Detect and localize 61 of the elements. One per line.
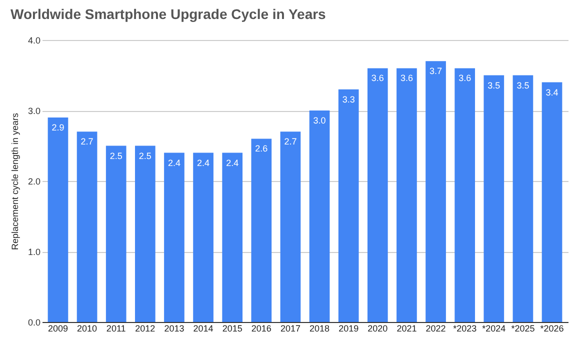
data-label: 2.6: [255, 144, 268, 154]
bar: [512, 75, 534, 322]
bar: [48, 118, 68, 322]
x-tick-label: 2022: [426, 324, 446, 334]
data-label: 2.5: [110, 150, 122, 161]
data-label: 3.3: [342, 94, 355, 104]
y-tick-label: 4.0: [28, 36, 40, 46]
x-tick-label: 2018: [310, 324, 330, 334]
y-tick-label: 3.0: [28, 106, 40, 116]
data-label: 2.7: [284, 136, 297, 147]
bar: [280, 132, 301, 322]
chart-title: Worldwide Smartphone Upgrade Cycle in Years: [10, 6, 326, 22]
data-label: 2.9: [52, 122, 64, 133]
x-tick-label: *2026: [540, 324, 564, 334]
x-tick-label: 2015: [222, 324, 242, 334]
bar: [542, 82, 562, 322]
x-tick-label: 2017: [280, 324, 300, 334]
x-tick-label: 2019: [338, 324, 359, 334]
x-tick-label: *2024: [482, 324, 506, 334]
data-label: 3.6: [371, 73, 384, 84]
x-tick-label: *2023: [453, 324, 477, 334]
bar: [193, 152, 214, 322]
data-label: 2.4: [226, 158, 239, 168]
x-tick-label: 2021: [396, 324, 417, 334]
x-tick-label: 2011: [106, 324, 126, 334]
bar: [309, 110, 330, 322]
bar: [426, 61, 446, 322]
x-tick-label: 2020: [368, 324, 388, 334]
data-label: 2.4: [168, 158, 180, 168]
bar: [367, 68, 388, 322]
data-label: 3.6: [400, 73, 413, 84]
data-label: 3.5: [488, 80, 500, 90]
data-label: 3.6: [458, 73, 472, 84]
data-label: 3.7: [430, 66, 442, 76]
x-tick-label: 2016: [251, 324, 272, 334]
data-label: 3.4: [546, 87, 558, 98]
data-label: 2.7: [80, 136, 94, 147]
data-label: 3.0: [313, 116, 326, 126]
data-label: 2.4: [197, 158, 210, 168]
x-tick-label: 2012: [135, 324, 156, 334]
bar: [222, 152, 243, 322]
y-tick-label: 0.0: [28, 318, 40, 328]
data-label: 2.5: [138, 150, 152, 161]
bar: [454, 68, 476, 322]
y-tick-label: 2.0: [28, 176, 40, 186]
x-tick-label: 2010: [77, 324, 98, 334]
y-axis-title: Replacement cycle length in years: [10, 112, 20, 250]
x-tick-label: 2014: [193, 324, 214, 334]
x-tick-label: *2025: [511, 324, 535, 334]
bar: [484, 75, 504, 322]
x-tick-label: 2009: [48, 324, 68, 334]
bar: [164, 152, 184, 322]
bar: [251, 138, 272, 322]
bar: [134, 146, 156, 322]
bar: [338, 89, 359, 322]
bar: [76, 132, 98, 322]
x-tick-label: 2013: [164, 324, 184, 334]
bar: [106, 146, 126, 322]
y-tick-label: 1.0: [28, 247, 40, 257]
data-label: 3.5: [516, 80, 530, 90]
bar: [396, 68, 417, 322]
